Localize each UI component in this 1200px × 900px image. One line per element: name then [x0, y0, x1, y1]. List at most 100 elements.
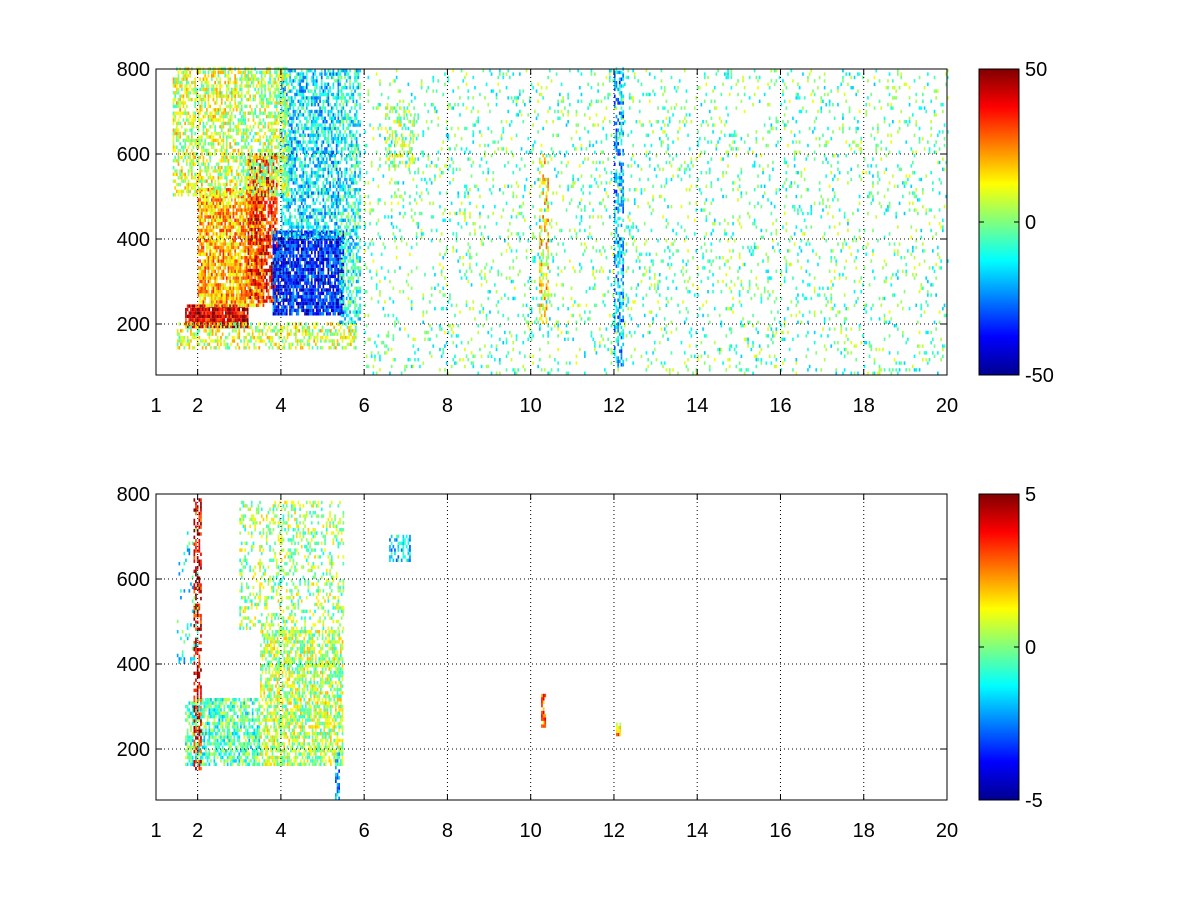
heatmap-cell [314, 267, 316, 272]
heatmap-cell [222, 262, 225, 267]
heatmap-cell [282, 308, 285, 313]
heatmap-cell [239, 108, 241, 112]
heatmap-cell [319, 312, 321, 316]
heatmap-cell [324, 120, 326, 124]
heatmap-cell [239, 84, 241, 88]
heatmap-cell [225, 94, 228, 98]
heatmap-cell [207, 91, 210, 95]
heatmap-cell [300, 218, 303, 222]
heatmap-cell [227, 87, 230, 92]
heatmap-cell [234, 77, 236, 81]
heatmap-cell [224, 111, 226, 115]
heatmap-cell [194, 186, 196, 190]
heatmap-cell [260, 160, 263, 164]
heatmap-cell [250, 221, 253, 225]
heatmap-cell [197, 94, 200, 98]
heatmap-cell [319, 257, 321, 262]
heatmap-cell [249, 255, 251, 259]
heatmap-cell [272, 190, 275, 194]
heatmap-cell [305, 278, 308, 282]
heatmap-cell [239, 300, 241, 304]
heatmap-cell [309, 69, 311, 73]
heatmap-cell [300, 254, 303, 258]
heatmap-cell [327, 191, 330, 195]
heatmap-cell [249, 162, 251, 166]
heatmap-cell [264, 224, 266, 228]
heatmap-cell [332, 150, 335, 154]
heatmap-cell [289, 177, 291, 182]
heatmap-cell [211, 91, 213, 95]
heatmap-cell [305, 106, 308, 110]
heatmap-cell [292, 86, 295, 90]
heatmap-cell [247, 111, 250, 115]
heatmap-cell [335, 160, 338, 165]
heatmap-cell [209, 114, 211, 119]
heatmap-cell [246, 314, 249, 318]
heatmap-cell [197, 101, 200, 105]
heatmap-cell [277, 278, 280, 282]
heatmap-cell [207, 128, 210, 132]
heatmap-cell [224, 218, 226, 222]
heatmap-cell [327, 92, 330, 97]
heatmap-cell [207, 74, 210, 78]
heatmap-cell [211, 286, 213, 290]
heatmap-cell [206, 307, 209, 312]
heatmap-cell [204, 80, 206, 85]
heatmap-cell [197, 172, 200, 177]
heatmap-cell [334, 113, 336, 117]
heatmap-cell [196, 125, 198, 129]
heatmap-cell [209, 235, 211, 239]
heatmap-cell [204, 125, 206, 129]
heatmap-cell [234, 125, 236, 129]
heatmap-cell [240, 269, 243, 273]
heatmap-cell [325, 244, 328, 248]
heatmap-cell [305, 312, 308, 316]
heatmap-cell [245, 128, 248, 132]
heatmap-cell [202, 286, 205, 290]
heatmap-cell [244, 245, 246, 250]
heatmap-cell [230, 145, 233, 149]
heatmap-cell [299, 174, 301, 178]
heatmap-cell [194, 114, 196, 119]
heatmap-cell [267, 190, 270, 194]
heatmap-cell [302, 267, 305, 272]
heatmap-cell [247, 282, 250, 286]
heatmap-cell [310, 240, 313, 245]
heatmap-cell [179, 155, 181, 160]
heatmap-cell [294, 109, 296, 114]
heatmap-cell [252, 189, 255, 194]
heatmap-cell [202, 303, 205, 307]
heatmap-cell [280, 250, 283, 255]
heatmap-cell [202, 293, 205, 297]
heatmap-cell [265, 285, 268, 290]
heatmap-cell [309, 267, 311, 272]
heatmap-cell [201, 80, 203, 85]
heatmap-cell [219, 135, 221, 139]
heatmap-cell [214, 182, 216, 187]
heatmap-cell [297, 244, 300, 248]
heatmap-cell [234, 193, 236, 197]
heatmap-cell [252, 235, 255, 239]
heatmap-cell [242, 228, 245, 233]
heatmap-cell [219, 84, 221, 88]
heatmap-cell [254, 169, 256, 173]
heatmap-cell [319, 305, 321, 309]
heatmap-cell [280, 218, 283, 222]
heatmap-cell [211, 256, 213, 260]
heatmap-cell [250, 186, 253, 190]
heatmap-cell [193, 318, 196, 322]
heatmap-cell [247, 238, 250, 242]
heatmap-cell [229, 135, 231, 139]
heatmap-cell [295, 140, 298, 144]
heatmap-cell [317, 157, 320, 161]
heatmap-cell [335, 188, 338, 192]
heatmap-cell [211, 201, 213, 205]
heatmap-cell [304, 198, 306, 202]
heatmap-cell [335, 120, 338, 124]
heatmap-cell [312, 247, 315, 251]
heatmap-cell [181, 179, 183, 183]
heatmap-cell [197, 276, 200, 280]
heatmap-cell [302, 271, 305, 275]
heatmap-cell [250, 166, 253, 171]
heatmap-cell [300, 96, 303, 100]
